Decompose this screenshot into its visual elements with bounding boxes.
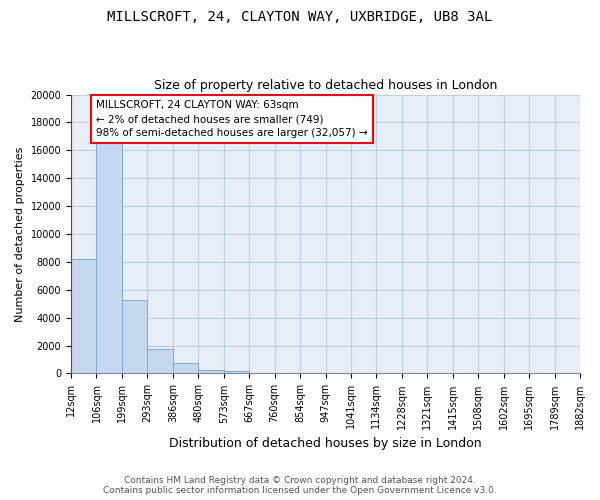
Bar	[249, 372, 275, 374]
Text: MILLSCROFT, 24 CLAYTON WAY: 63sqm
← 2% of detached houses are smaller (749)
98% : MILLSCROFT, 24 CLAYTON WAY: 63sqm ← 2% o…	[97, 100, 368, 138]
Bar	[97, 144, 122, 374]
Text: Contains HM Land Registry data © Crown copyright and database right 2024.
Contai: Contains HM Land Registry data © Crown c…	[103, 476, 497, 495]
Title: Size of property relative to detached houses in London: Size of property relative to detached ho…	[154, 79, 497, 92]
Y-axis label: Number of detached properties: Number of detached properties	[15, 146, 25, 322]
Bar	[122, 300, 148, 374]
Bar	[148, 349, 173, 374]
Bar	[224, 372, 249, 374]
Bar	[71, 259, 97, 374]
X-axis label: Distribution of detached houses by size in London: Distribution of detached houses by size …	[169, 437, 482, 450]
Text: MILLSCROFT, 24, CLAYTON WAY, UXBRIDGE, UB8 3AL: MILLSCROFT, 24, CLAYTON WAY, UXBRIDGE, U…	[107, 10, 493, 24]
Bar	[198, 370, 224, 374]
Bar	[173, 363, 198, 374]
